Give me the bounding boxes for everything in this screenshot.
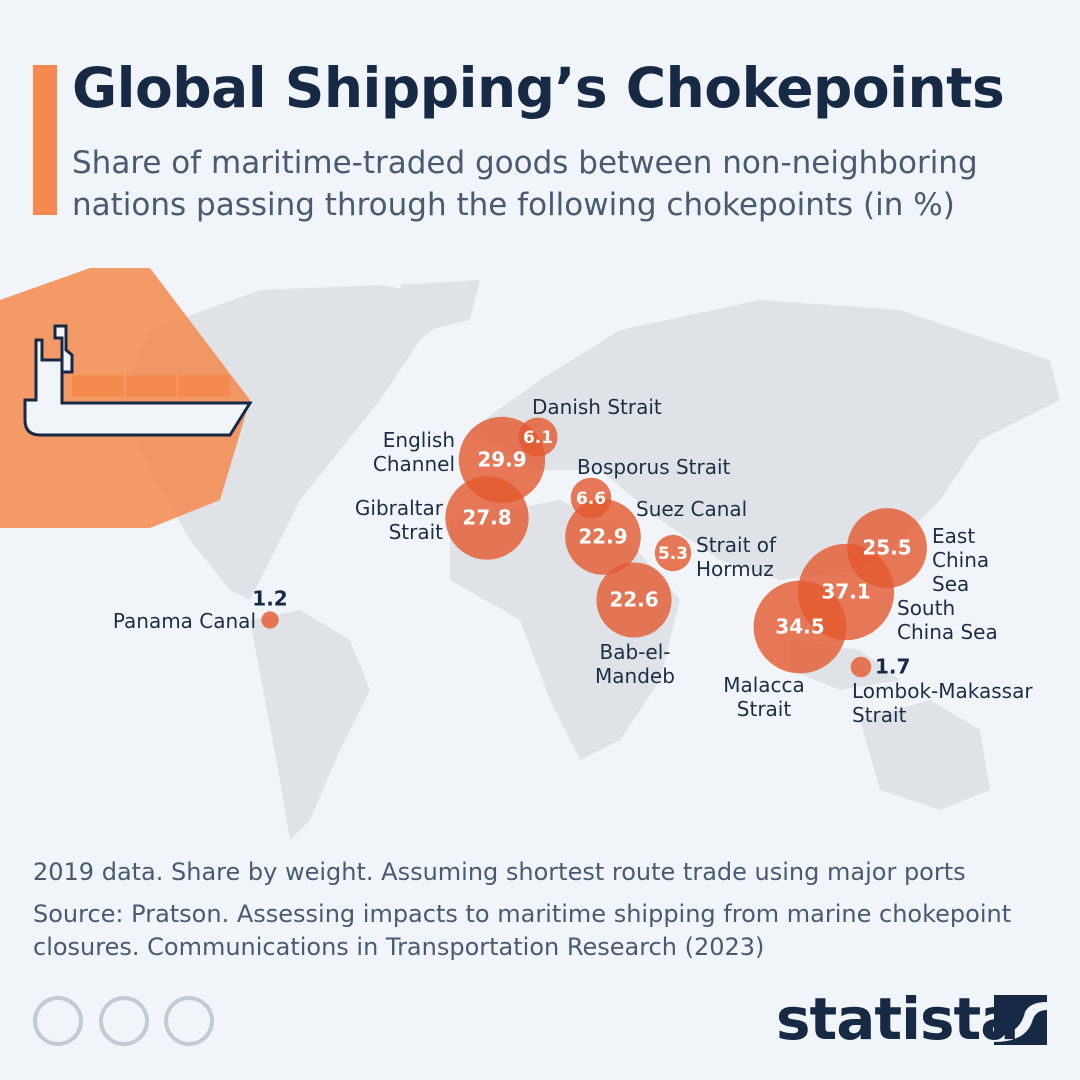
ship-icon — [23, 324, 253, 437]
license-icons — [33, 996, 214, 1046]
value-label: 6.6 — [576, 489, 606, 509]
footnote: 2019 data. Share by weight. Assuming sho… — [33, 858, 966, 886]
value-label: 25.5 — [862, 536, 911, 560]
brand: statista — [776, 985, 1019, 1053]
location-label: Bosporus Strait — [577, 455, 731, 479]
title-accent — [33, 65, 57, 215]
subtitle: Share of maritime-traded goods between n… — [72, 145, 978, 223]
value-label: 34.5 — [775, 615, 824, 639]
location-label: Strait of Hormuz — [696, 533, 777, 581]
bubble — [654, 534, 692, 572]
bubble — [753, 580, 847, 674]
location-label: English Channel — [372, 428, 455, 476]
bubble — [261, 611, 279, 629]
value-label: 5.3 — [658, 544, 688, 564]
brand-icon — [994, 995, 1047, 1045]
bubble — [850, 656, 872, 678]
bubble — [596, 562, 672, 638]
location-label: Gibraltar Strait — [354, 496, 443, 544]
location-label: Panama Canal — [112, 609, 256, 633]
location-label: Bab-el-Mandeb — [595, 640, 675, 688]
value-label: 27.8 — [462, 506, 511, 530]
location-label: South China Sea — [897, 596, 998, 644]
bubble — [518, 417, 558, 457]
world-map — [120, 280, 1060, 840]
bubble — [565, 499, 641, 575]
value-label: 22.9 — [578, 525, 627, 549]
value-label: 1.2 — [252, 587, 287, 611]
bubbles — [261, 416, 927, 678]
location-label: Danish Strait — [532, 395, 662, 419]
location-label: Lombok-Makassar Strait — [852, 679, 1033, 727]
value-label: 6.1 — [523, 428, 553, 448]
title: Global Shipping’s Chokepoints — [72, 56, 1005, 120]
location-label: Malacca Strait — [723, 673, 805, 721]
value-label: 1.7 — [875, 655, 910, 679]
source: Source: Pratson. Assessing impacts to ma… — [33, 900, 1012, 961]
value-label: 22.6 — [609, 588, 658, 612]
value-label: 29.9 — [477, 448, 526, 472]
location-label: Suez Canal — [636, 497, 748, 521]
location-label: East China Sea — [932, 524, 990, 596]
bubble — [445, 476, 529, 560]
value-label: 37.1 — [821, 580, 870, 604]
